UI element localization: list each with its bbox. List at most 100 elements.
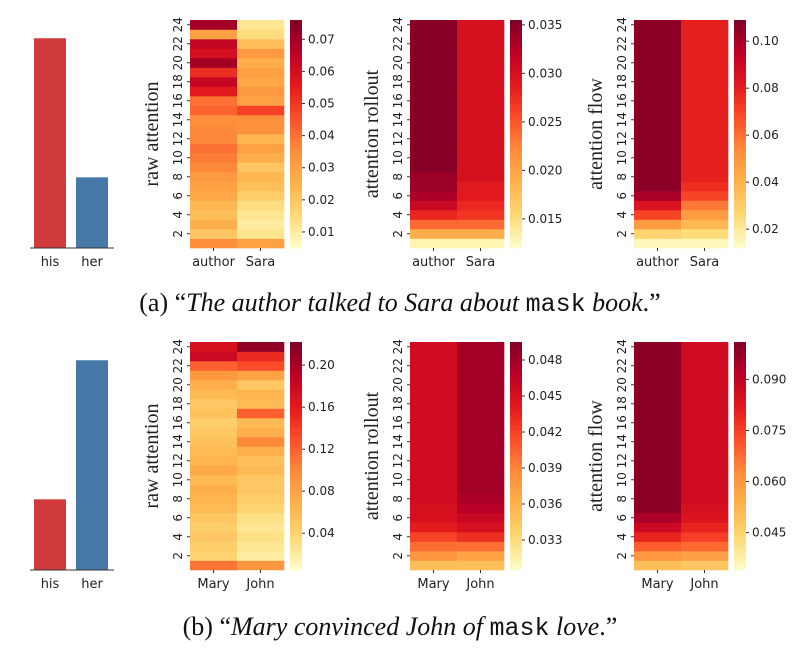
heat-cell — [237, 551, 285, 561]
colorbar-segment — [510, 444, 522, 449]
colorbar-segment — [510, 84, 522, 89]
colorbar-segment — [734, 107, 746, 112]
colorbar-segment — [734, 391, 746, 396]
caption-a-mask: mask — [525, 290, 586, 319]
heat-cell — [237, 181, 285, 192]
colorbar-segment — [734, 168, 746, 173]
colorbar-segment — [734, 111, 746, 116]
colorbar-segment — [510, 429, 522, 434]
heat-cell — [190, 210, 238, 220]
heat-cell — [190, 446, 238, 457]
heat-cell — [634, 560, 682, 571]
colorbar-segment — [510, 210, 522, 215]
colorbar-segment — [510, 240, 522, 245]
heat-cell — [237, 437, 285, 447]
colorbar-segment — [290, 471, 302, 476]
colorbar-tick-label: 0.03 — [308, 161, 335, 175]
heat-cell — [681, 484, 729, 495]
colorbar-segment — [510, 551, 522, 556]
colorbar-segment — [510, 440, 522, 445]
colorbar-segment — [734, 240, 746, 245]
colorbar-segment — [290, 65, 302, 70]
colorbar-segment — [510, 478, 522, 483]
y-tick-label: 20 — [615, 55, 629, 70]
heat-cell — [634, 399, 682, 409]
colorbar-segment — [510, 31, 522, 36]
heat-cell — [190, 39, 238, 49]
heat-cell — [457, 39, 505, 49]
heat-cell — [634, 172, 682, 182]
heat-cell — [681, 172, 729, 182]
heat-cell — [410, 191, 458, 201]
colorbar-segment — [734, 543, 746, 548]
colorbar-segment — [290, 402, 302, 407]
y-tick-label: 20 — [391, 377, 405, 392]
colorbar-tick-label: 0.06 — [308, 64, 335, 78]
heat-cell — [410, 380, 458, 390]
y-tick-label: 8 — [171, 173, 185, 181]
colorbar-segment — [510, 471, 522, 476]
heat-cell — [410, 115, 458, 125]
colorbar-segment — [734, 516, 746, 521]
colorbar-segment — [510, 558, 522, 563]
colorbar-segment — [510, 399, 522, 404]
y-tick-label: 12 — [615, 131, 629, 146]
colorbar-tick-label: 0.075 — [752, 423, 786, 437]
colorbar-tick-label: 0.033 — [528, 533, 562, 547]
heat-cell — [681, 475, 729, 485]
y-tick-label: 12 — [391, 453, 405, 468]
bar-her — [76, 177, 108, 248]
heat-cell — [634, 200, 682, 211]
heat-cell — [457, 86, 505, 97]
heat-cell — [457, 238, 505, 249]
heat-cell — [681, 342, 729, 352]
heat-cell — [237, 105, 285, 116]
heat-cell — [457, 551, 505, 561]
heat-cell — [410, 399, 458, 409]
colorbar-segment — [290, 459, 302, 464]
heat-cell — [190, 238, 238, 249]
colorbar-segment — [734, 92, 746, 97]
colorbar-segment — [734, 395, 746, 400]
heat-cell — [237, 238, 285, 249]
heat-cell — [681, 437, 729, 447]
heat-cell — [190, 437, 238, 447]
colorbar-segment — [290, 414, 302, 419]
colorbar-segment — [290, 27, 302, 32]
colorbar-segment — [734, 20, 746, 25]
heat-cell — [237, 219, 285, 230]
heat-cell — [410, 105, 458, 116]
heat-cell — [410, 124, 458, 135]
heat-cell — [457, 370, 505, 381]
heat-cell — [681, 210, 729, 220]
colorbar-segment — [290, 126, 302, 131]
colorbar-tick-label: 0.060 — [752, 475, 786, 489]
colorbar-segment — [510, 452, 522, 457]
colorbar-segment — [510, 490, 522, 495]
colorbar-segment — [734, 361, 746, 366]
colorbar-segment — [290, 406, 302, 411]
x-tick-label: Mary — [641, 577, 674, 592]
bar-chart-0: his her — [30, 38, 114, 270]
y-axis-label: attention rollout — [361, 391, 383, 520]
heat-cell — [681, 541, 729, 552]
heat-cell — [190, 427, 238, 438]
colorbar-segment — [510, 482, 522, 487]
colorbar-segment — [510, 221, 522, 226]
colorbar-segment — [510, 54, 522, 59]
heat-cell — [681, 134, 729, 144]
heat-cell — [681, 39, 729, 49]
heat-cell — [190, 153, 238, 163]
heat-cell — [190, 143, 238, 154]
heat-cell — [634, 389, 682, 400]
colorbar-segment — [734, 232, 746, 237]
colorbar-segment — [290, 353, 302, 358]
colorbar-segment — [510, 107, 522, 112]
colorbar-segment — [510, 23, 522, 28]
colorbar-segment — [290, 478, 302, 483]
heat-cell — [681, 427, 729, 438]
colorbar-segment — [734, 437, 746, 442]
colorbar-segment — [290, 368, 302, 373]
y-tick-label: 16 — [615, 415, 629, 430]
